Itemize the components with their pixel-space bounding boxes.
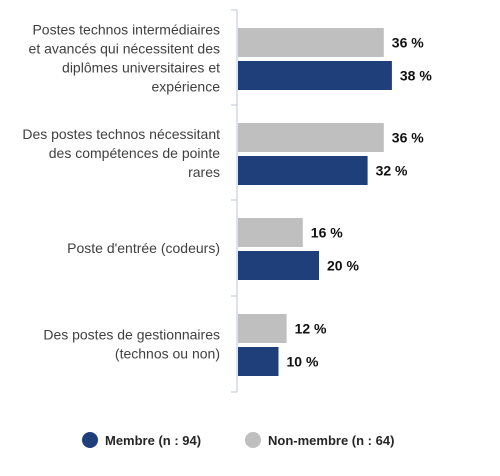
bar-non-membre bbox=[238, 123, 384, 152]
category-label: Des postes technos nécessitant bbox=[22, 126, 220, 142]
legend-marker-membre bbox=[82, 432, 98, 448]
legend-label: Membre (n : 94) bbox=[105, 433, 201, 448]
category-label: Poste d'entrée (codeurs) bbox=[67, 240, 220, 256]
bar-non-membre bbox=[238, 28, 384, 57]
bar-non-membre bbox=[238, 218, 303, 247]
category-label: Postes technos intermédiaires bbox=[32, 22, 220, 38]
data-label: 20 % bbox=[327, 258, 359, 274]
category-label: et avancés qui nécessitent des bbox=[29, 41, 220, 57]
category-label: expérience bbox=[152, 79, 221, 95]
category-label: (technos ou non) bbox=[115, 346, 220, 362]
data-label: 10 % bbox=[287, 354, 319, 370]
category-label: des compétences de pointe bbox=[49, 145, 220, 161]
bar-membre bbox=[238, 251, 319, 280]
category-label: diplômes universitaires et bbox=[62, 60, 220, 76]
data-label: 36 % bbox=[392, 35, 424, 51]
data-label: 16 % bbox=[311, 225, 343, 241]
legend-label: Non-membre (n : 64) bbox=[268, 433, 394, 448]
bar-non-membre bbox=[238, 314, 287, 343]
category-label: rares bbox=[188, 164, 220, 180]
data-label: 32 % bbox=[376, 163, 408, 179]
legend-marker-non-membre bbox=[245, 432, 261, 448]
data-label: 38 % bbox=[400, 68, 432, 84]
data-label: 12 % bbox=[295, 321, 327, 337]
bar-membre bbox=[238, 61, 392, 90]
bar-membre bbox=[238, 156, 368, 185]
category-label: Des postes de gestionnaires bbox=[43, 327, 220, 343]
bar-membre bbox=[238, 347, 279, 376]
data-label: 36 % bbox=[392, 130, 424, 146]
